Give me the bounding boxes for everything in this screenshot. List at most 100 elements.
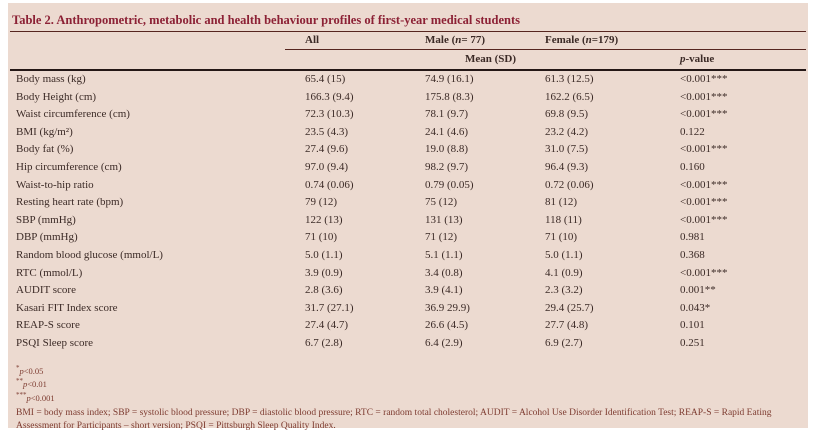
row-label: Waist-to-hip ratio <box>16 178 94 191</box>
row-label: BMI (kg/m²) <box>16 125 73 138</box>
cell-all: 6.7 (2.8) <box>305 336 343 349</box>
cell-female: 61.3 (12.5) <box>545 73 594 85</box>
cell-p-value: <0.001*** <box>680 266 728 279</box>
cell-male: 74.9 (16.1) <box>425 73 474 85</box>
column-header-all: All <box>285 32 405 50</box>
cell-all: 122 (13) <box>305 213 343 226</box>
cell-male: 26.6 (4.5) <box>425 319 469 332</box>
cell-p-value: <0.001*** <box>680 213 728 226</box>
row-label: SBP (mmHg) <box>16 213 76 226</box>
cell-female: 69.8 (9.5) <box>545 108 589 121</box>
header-divider <box>10 69 806 71</box>
row-label: PSQI Sleep score <box>16 336 93 349</box>
sig-condition: <0.05 <box>23 365 44 376</box>
row-label: Resting heart rate (bpm) <box>16 196 124 209</box>
cell-p-value: <0.001*** <box>680 108 728 121</box>
sig-stars: * <box>16 363 20 372</box>
cell-p-value: 0.001** <box>680 284 716 297</box>
cell-female: 23.2 (4.2) <box>545 125 589 138</box>
cell-p-value: <0.001*** <box>680 196 728 209</box>
row-label: REAP-S score <box>16 319 80 332</box>
row-label: Body fat (%) <box>16 143 74 156</box>
cell-female: 162.2 (6.5) <box>545 90 594 103</box>
header-spacer <box>10 32 285 50</box>
cell-male: 36.9 29.9) <box>425 301 470 314</box>
cell-male: 98.2 (9.7) <box>425 160 469 173</box>
sig-condition: <0.01 <box>27 379 47 390</box>
table-title: Table 2. Anthropometric, metabolic and h… <box>10 3 806 32</box>
footnotes: *p<0.05 **p<0.01 ***p<0.001 BMI = body m… <box>10 363 806 434</box>
female-header-prefix: Female ( <box>545 34 586 46</box>
male-n-symbol: n <box>455 34 462 46</box>
cell-p-value: 0.160 <box>680 160 705 173</box>
cell-female: 4.1 (0.9) <box>545 266 583 279</box>
cell-all: 3.9 (0.9) <box>305 266 343 279</box>
cell-p-value: <0.001*** <box>680 90 728 103</box>
cell-female: 96.4 (9.3) <box>545 160 589 173</box>
significance-note-2: **p<0.01 <box>10 376 806 390</box>
cell-female: 31.0 (7.5) <box>545 143 589 156</box>
header-right-spacer <box>660 32 806 50</box>
cell-p-value: 0.368 <box>680 248 705 261</box>
cell-all: 97.0 (9.4) <box>305 160 349 173</box>
cell-all: 27.4 (4.7) <box>305 319 349 332</box>
sig-condition: <0.001 <box>30 392 55 403</box>
cell-p-value: <0.001*** <box>680 178 728 191</box>
cell-all: 5.0 (1.1) <box>305 248 343 261</box>
male-header-suffix: = 77) <box>461 34 486 46</box>
cell-male: 71 (12) <box>425 231 458 244</box>
column-header-male: Male (n= 77) <box>405 32 525 50</box>
row-label: Hip circumference (cm) <box>16 160 122 173</box>
sig-stars: *** <box>16 391 27 400</box>
cell-all: 31.7 (27.1) <box>305 301 354 314</box>
row-label: Waist circumference (cm) <box>16 108 130 121</box>
cell-p-value: <0.001*** <box>680 73 728 85</box>
page: Table 2. Anthropometric, metabolic and h… <box>0 3 816 431</box>
cell-all: 23.5 (4.3) <box>305 125 349 138</box>
row-label: AUDIT score <box>16 284 76 297</box>
cell-female: 5.0 (1.1) <box>545 248 583 261</box>
column-header-all-label: All <box>305 34 320 46</box>
sig-p-symbol: p <box>19 365 24 376</box>
p-value-suffix: -value <box>685 53 715 65</box>
cell-all: 27.4 (9.6) <box>305 143 349 156</box>
row-label: RTC (mmol/L) <box>16 266 83 279</box>
cell-female: 0.72 (0.06) <box>545 178 594 191</box>
subheader-spacer <box>10 50 285 69</box>
cell-male: 24.1 (4.6) <box>425 125 469 138</box>
abbreviation-note: BMI = body mass index; SBP = systolic bl… <box>16 407 772 432</box>
cell-male: 75 (12) <box>425 196 458 209</box>
cell-p-value: 0.101 <box>680 319 705 332</box>
cell-male: 6.4 (2.9) <box>425 336 463 349</box>
column-header-mean-sd: Mean (SD) <box>464 53 517 65</box>
column-header-p-value: p-value <box>660 50 806 69</box>
p-symbol: p <box>680 53 686 65</box>
cell-all: 0.74 (0.06) <box>305 178 354 191</box>
cell-all: 71 (10) <box>305 231 338 244</box>
table-panel: Table 2. Anthropometric, metabolic and h… <box>8 3 808 431</box>
cell-male: 0.79 (0.05) <box>425 178 474 191</box>
cell-p-value: 0.981 <box>680 231 705 244</box>
column-header-female: Female (n=179) <box>525 32 660 50</box>
cell-all: 79 (12) <box>305 196 338 209</box>
cell-male: 78.1 (9.7) <box>425 108 469 121</box>
female-header-suffix: =179) <box>591 34 619 46</box>
row-label: Random blood glucose (mmol/L) <box>16 248 163 261</box>
row-label: Kasari FIT Index score <box>16 301 118 314</box>
cell-male: 175.8 (8.3) <box>425 90 474 103</box>
female-n-symbol: n <box>585 34 592 46</box>
cell-male: 5.1 (1.1) <box>425 248 463 261</box>
cell-p-value: 0.251 <box>680 336 705 349</box>
cell-female: 6.9 (2.7) <box>545 336 583 349</box>
cell-female: 81 (12) <box>545 196 578 209</box>
cell-female: 29.4 (25.7) <box>545 301 594 314</box>
cell-male: 19.0 (8.8) <box>425 143 469 156</box>
data-table: All Male (n= 77) Female (n=179) Mean (SD… <box>10 32 806 353</box>
significance-note-1: *p<0.05 <box>10 363 806 377</box>
cell-p-value: <0.001*** <box>680 143 728 156</box>
cell-p-value: 0.043* <box>680 301 711 314</box>
cell-all: 2.8 (3.6) <box>305 284 343 297</box>
cell-female: 27.7 (4.8) <box>545 319 589 332</box>
significance-note-3: ***p<0.001 <box>10 390 806 404</box>
cell-female: 71 (10) <box>545 231 578 244</box>
